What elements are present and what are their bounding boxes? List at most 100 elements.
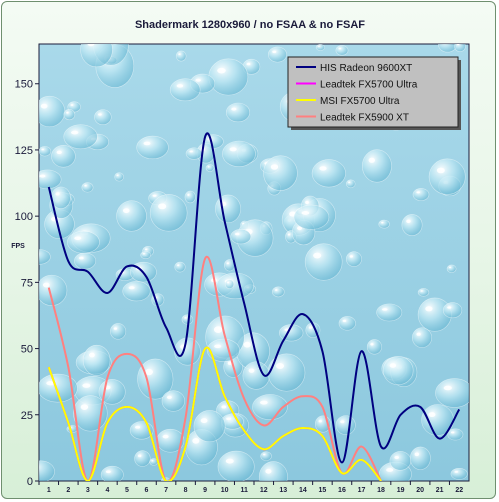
water-drop: [100, 465, 124, 481]
water-drop: [345, 251, 362, 267]
drop-highlight: [349, 255, 353, 258]
drop-highlight: [162, 434, 169, 439]
drop-highlight: [381, 222, 384, 224]
drop-highlight: [342, 319, 347, 323]
drop-highlight: [448, 266, 451, 269]
series-lines: [47, 132, 461, 481]
drop-highlight: [88, 352, 95, 358]
drop-highlight: [137, 454, 142, 458]
drop-highlight: [200, 418, 208, 424]
series-line-his-radeon-9600xt: [47, 132, 461, 464]
water-drop: [311, 159, 346, 188]
water-drop: [134, 450, 151, 467]
x-tick-label: 5: [125, 487, 129, 494]
drop-highlight: [227, 361, 232, 365]
drop-highlight: [46, 380, 55, 386]
water-drop: [136, 135, 169, 160]
water-drop: [217, 450, 255, 481]
drop-highlight: [142, 253, 145, 255]
x-tick-label: 10: [221, 487, 229, 494]
water-drop: [80, 44, 113, 68]
water-drop: [293, 204, 330, 230]
legend-box: [287, 56, 459, 128]
y-tick-label: 50: [21, 344, 33, 356]
water-drop: [222, 140, 256, 167]
drop-highlight: [207, 166, 210, 168]
water-drop: [175, 50, 187, 62]
water-drop: [263, 155, 298, 191]
drop-highlight: [406, 219, 411, 223]
water-drop: [335, 45, 349, 56]
water-drop: [454, 44, 466, 52]
y-tick-label: 25: [21, 410, 33, 422]
drop-highlight: [442, 41, 446, 43]
drop-highlight: [389, 363, 397, 368]
drop-highlight: [313, 252, 322, 259]
x-tick-label: 19: [397, 487, 405, 494]
x-tick-label: 9: [203, 487, 207, 494]
water-drop: [271, 286, 285, 298]
drop-highlight: [33, 466, 39, 469]
drop-highlight: [318, 419, 322, 423]
drop-highlight: [87, 44, 95, 47]
drop-highlight: [105, 470, 111, 474]
water-drop: [184, 190, 196, 204]
chart-title: Shadermark 1280x960 / no FSAA & no FSAF: [135, 19, 365, 31]
water-drop: [94, 109, 112, 125]
drop-highlight: [231, 107, 237, 111]
drop-highlight: [189, 150, 193, 153]
drop-highlight: [128, 286, 135, 290]
drop-highlight: [317, 45, 320, 47]
water-drop: [366, 339, 382, 355]
water-drop: [224, 279, 235, 289]
drop-highlight: [42, 282, 50, 288]
water-drop: [161, 390, 185, 412]
legend-label: Leadtek FX5700 Ultra: [320, 80, 418, 91]
legend-label: HIS Radeon 9600XT: [320, 63, 412, 74]
drop-highlight: [176, 84, 184, 88]
drop-highlight: [301, 211, 310, 215]
y-tick-label: 125: [15, 145, 33, 157]
drop-highlight: [308, 326, 312, 329]
water-drop: [304, 243, 343, 281]
drop-highlight: [33, 253, 38, 255]
drop-highlight: [192, 437, 200, 444]
drop-highlight: [122, 208, 130, 214]
drop-highlight: [248, 368, 255, 373]
drop-highlight: [176, 264, 180, 267]
water-drop: [110, 323, 127, 340]
y-axis-label: FPS: [11, 243, 25, 250]
drop-highlight: [217, 67, 226, 74]
drop-highlight: [454, 471, 459, 473]
drop-highlight: [370, 343, 374, 346]
drop-highlight: [414, 452, 420, 457]
y-tick-label: 150: [15, 79, 33, 91]
water-drop-texture: [33, 41, 469, 481]
drop-highlight: [436, 167, 445, 174]
legend-label: MSI FX5700 Ultra: [320, 96, 400, 107]
water-drop: [267, 353, 306, 392]
water-drop: [140, 251, 151, 259]
drop-highlight: [274, 289, 278, 291]
water-drop: [169, 78, 201, 102]
drop-highlight: [70, 104, 74, 106]
drop-highlight: [74, 236, 82, 241]
drop-highlight: [450, 431, 455, 434]
x-tick-label: 2: [66, 487, 70, 494]
drop-highlight: [420, 290, 423, 292]
water-drop: [205, 164, 215, 172]
water-drop: [225, 102, 251, 123]
drop-highlight: [246, 62, 251, 66]
water-drop: [39, 373, 78, 403]
water-drop: [442, 302, 463, 319]
water-drop: [267, 46, 287, 63]
drop-highlight: [272, 50, 277, 54]
water-drop: [411, 327, 433, 348]
water-drop: [82, 344, 111, 376]
drop-highlight: [145, 368, 153, 376]
drop-highlight: [213, 326, 223, 334]
water-drop: [260, 451, 272, 461]
water-drop: [185, 147, 203, 160]
